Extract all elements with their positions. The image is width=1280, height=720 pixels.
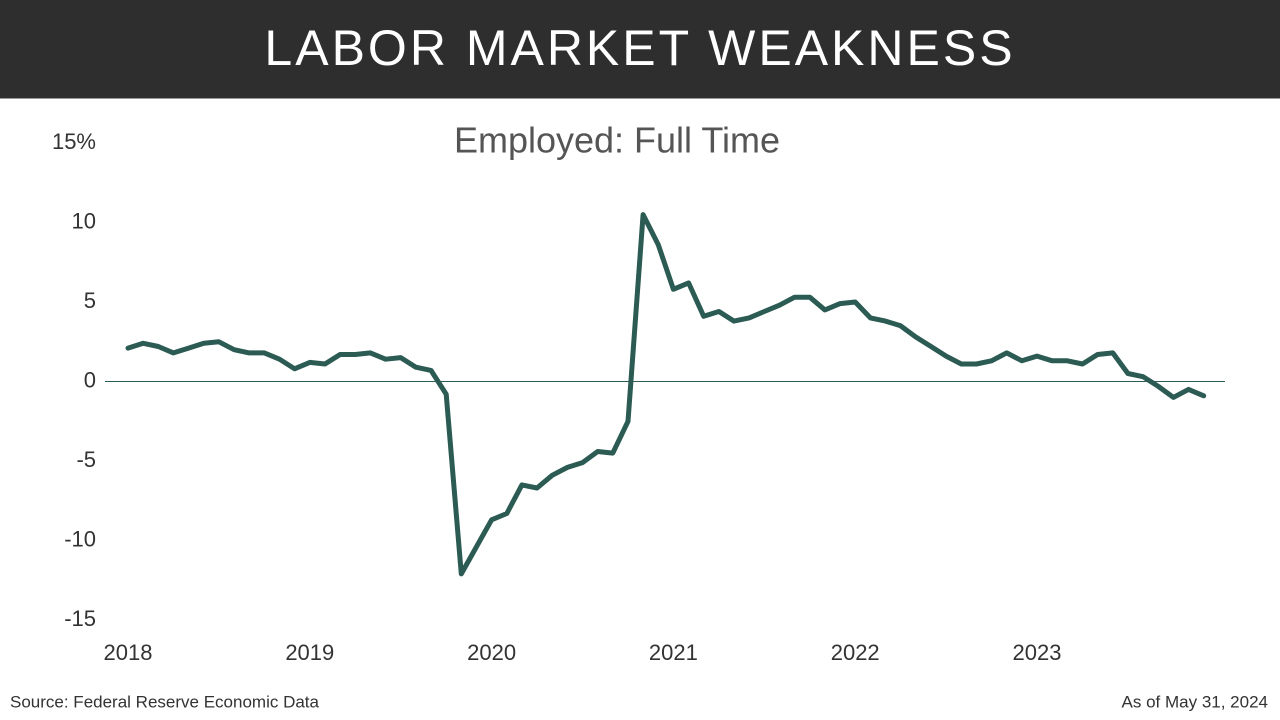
y-tick-label: 10 [72,208,96,233]
chart-title: Employed: Full Time [454,120,780,161]
data-line [125,212,1207,577]
y-tick-label: 5 [84,288,96,313]
x-tick-label: 2023 [1013,640,1062,665]
x-tick-label: 2022 [831,640,880,665]
y-tick-label: 0 [84,367,96,392]
date-note: As of May 31, 2024 [1122,692,1268,711]
x-tick-label: 2021 [649,640,698,665]
y-tick-label: -10 [64,526,96,551]
y-tick-label: -5 [76,447,96,472]
x-tick-label: 2018 [104,640,153,665]
source-note: Source: Federal Reserve Economic Data [10,692,320,711]
page-title: LABOR MARKET WEAKNESS [264,20,1015,76]
header-bar [0,0,1280,98]
y-tick-label: -15 [64,606,96,631]
y-tick-label: 15% [52,129,96,154]
x-tick-label: 2019 [285,640,334,665]
x-tick-label: 2020 [467,640,516,665]
